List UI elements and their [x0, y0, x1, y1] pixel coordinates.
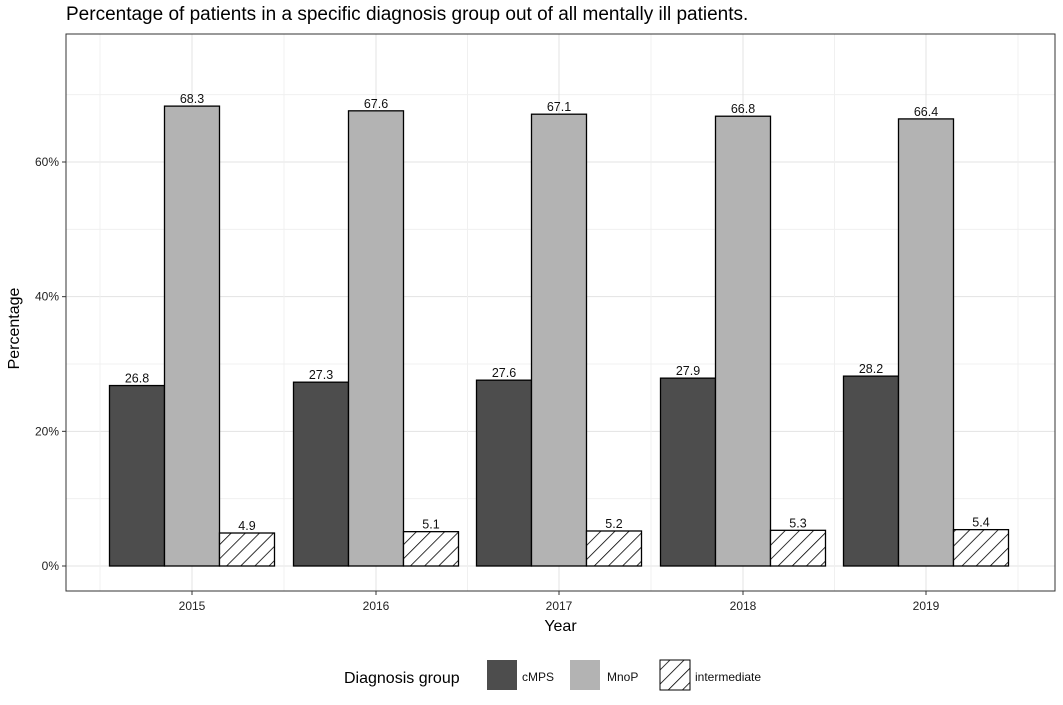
y-tick-label: 60%	[35, 155, 59, 169]
bar-intermediate-2019	[952, 528, 1010, 567]
data-label-MnoP-2018: 66.8	[731, 102, 755, 116]
bar-intermediate-2018	[769, 529, 827, 567]
data-label-cMPS-2018: 27.9	[676, 364, 700, 378]
data-label-cMPS-2016: 27.3	[309, 368, 333, 382]
legend-label-MnoP: MnoP	[607, 670, 638, 684]
bar-MnoP-2015	[163, 105, 221, 567]
bar-intermediate-2017	[585, 530, 643, 567]
data-label-intermediate-2016: 5.1	[422, 518, 439, 532]
bar-MnoP-2016	[347, 110, 405, 567]
bar-intermediate-2015	[218, 532, 276, 567]
bar-cMPS-2019	[842, 375, 900, 567]
bar-MnoP-2017	[530, 113, 588, 567]
data-label-MnoP-2016: 67.6	[364, 97, 388, 111]
chart-title: Percentage of patients in a specific dia…	[66, 4, 749, 25]
x-tick-label: 2016	[363, 599, 390, 613]
bar-cMPS-2015	[108, 384, 166, 567]
x-tick-label: 2017	[546, 599, 573, 613]
x-axis-title: Year	[544, 618, 577, 635]
y-tick-label: 0%	[42, 559, 60, 573]
data-label-cMPS-2017: 27.6	[492, 366, 516, 380]
data-label-intermediate-2015: 4.9	[238, 519, 255, 533]
data-label-MnoP-2019: 66.4	[914, 105, 938, 119]
data-label-MnoP-2017: 67.1	[547, 100, 571, 114]
legend-key-intermediate	[659, 659, 691, 691]
y-tick-label: 20%	[35, 424, 59, 438]
bar-MnoP-2018	[714, 115, 772, 567]
bar-cMPS-2018	[659, 377, 717, 567]
legend-title: Diagnosis group	[344, 670, 460, 687]
bar-MnoP-2019	[897, 118, 955, 567]
legend-label-cMPS: cMPS	[522, 670, 554, 684]
legend-label-intermediate: intermediate	[695, 670, 761, 684]
data-label-intermediate-2019: 5.4	[972, 516, 989, 530]
x-tick-label: 2018	[730, 599, 757, 613]
data-label-intermediate-2017: 5.2	[605, 517, 622, 531]
bar-cMPS-2017	[475, 379, 533, 567]
data-label-cMPS-2015: 26.8	[125, 372, 149, 386]
y-tick-label: 40%	[35, 290, 59, 304]
legend-key-cMPS	[487, 660, 517, 690]
bar-intermediate-2016	[402, 531, 460, 567]
data-label-intermediate-2018: 5.3	[789, 516, 806, 530]
legend-key-MnoP	[570, 660, 600, 690]
x-tick-label: 2015	[179, 599, 206, 613]
bar-cMPS-2016	[292, 381, 350, 567]
y-axis-title: Percentage	[6, 287, 23, 369]
x-tick-label: 2019	[913, 599, 940, 613]
data-label-MnoP-2015: 68.3	[180, 92, 204, 106]
data-label-cMPS-2019: 28.2	[859, 362, 883, 376]
plot-panel-border	[65, 33, 1056, 592]
